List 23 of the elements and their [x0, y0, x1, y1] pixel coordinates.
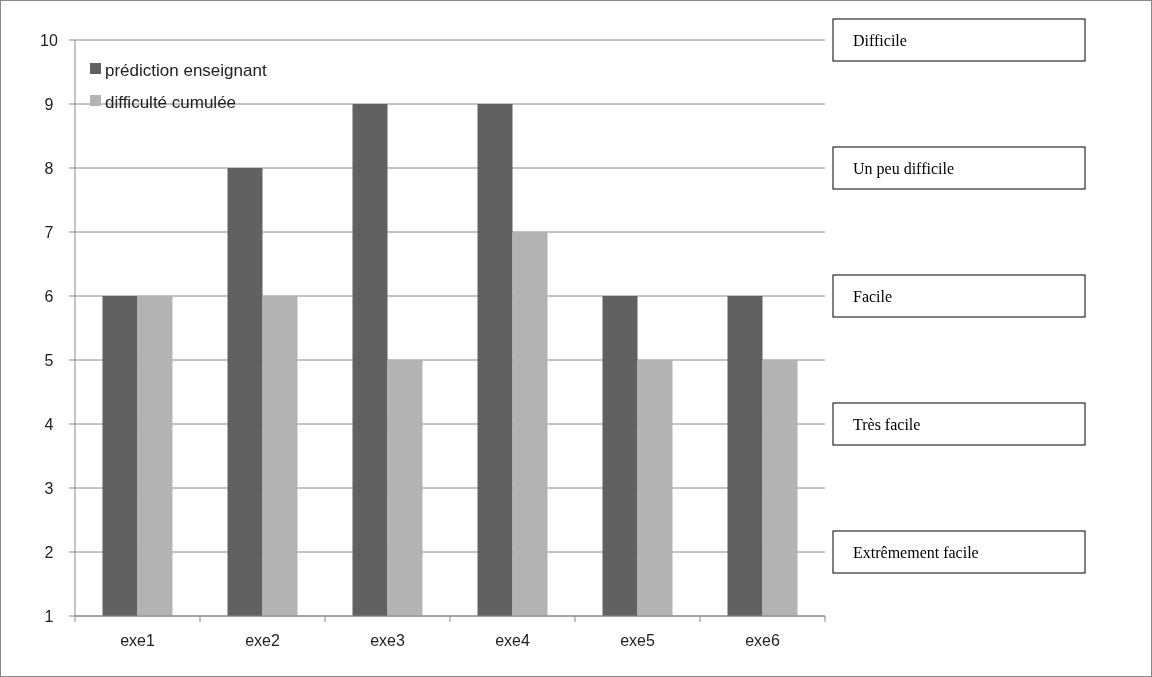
y-tick-label: 4	[44, 415, 54, 433]
y-tick-label: 9	[44, 95, 54, 113]
x-tick-label: exe3	[370, 632, 405, 649]
y-tick-label: 7	[44, 223, 54, 241]
legend-label: prédiction enseignant	[105, 60, 267, 80]
y-tick-label: 6	[44, 287, 54, 305]
text: Facile	[853, 287, 893, 305]
y-tick-label: 10	[40, 31, 58, 49]
text: Très facile	[853, 415, 921, 433]
text: Difficile	[853, 31, 907, 49]
x-tick-label: exe5	[620, 632, 655, 649]
text: Un peu difficile	[853, 159, 955, 178]
x-tick-label: exe1	[120, 632, 155, 649]
legend-label: difficulté cumulée	[105, 92, 237, 112]
x-tick-label: exe4	[495, 632, 530, 649]
y-tick-label: 8	[44, 159, 54, 177]
text: Extrêmement facile	[853, 543, 979, 561]
y-tick-label: 1	[44, 607, 54, 625]
y-tick-label: 2	[44, 543, 54, 561]
y-tick-label: 3	[44, 479, 54, 497]
y-tick-label: 5	[44, 351, 54, 369]
x-tick-label: exe6	[745, 632, 780, 649]
x-tick-label: exe2	[245, 632, 280, 649]
